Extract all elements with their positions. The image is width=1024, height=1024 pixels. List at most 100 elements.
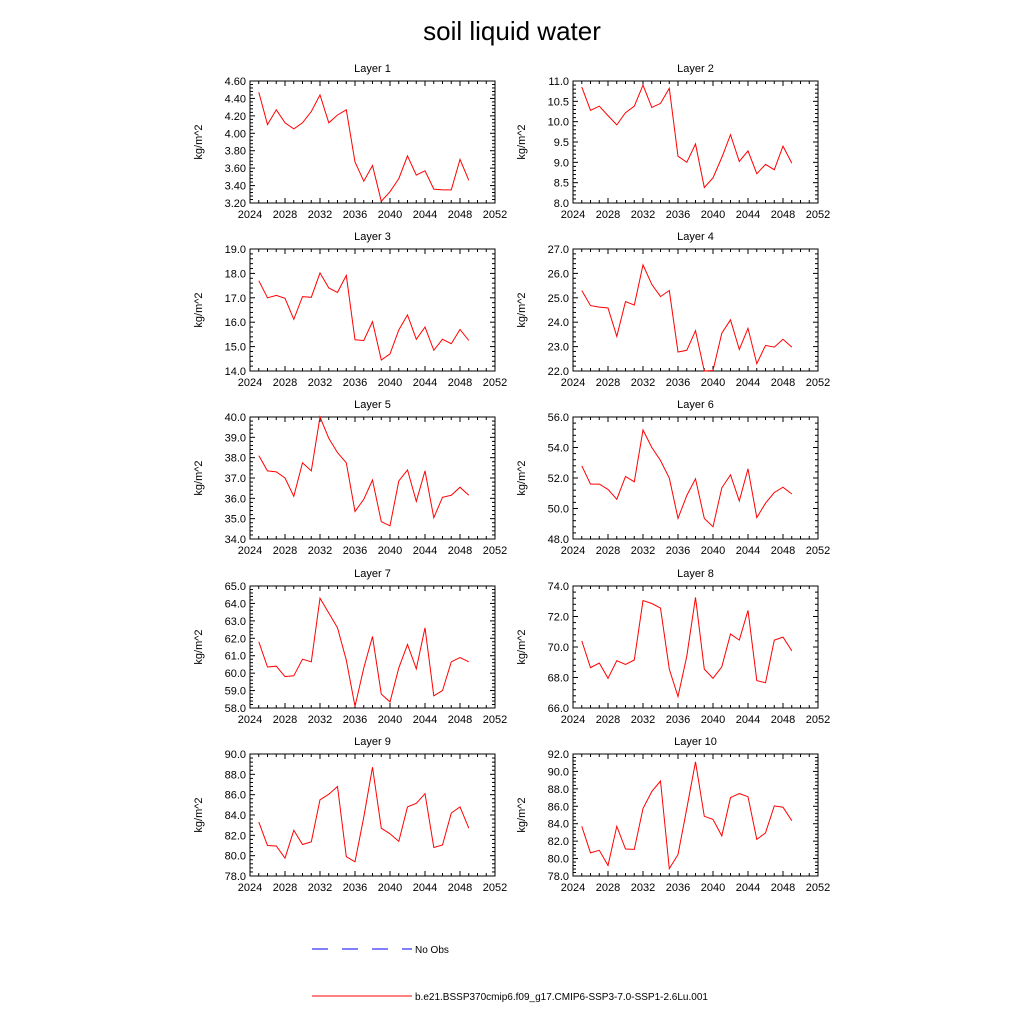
x-tick-label: 2036 (343, 545, 367, 557)
y-tick-label: 4.00 (225, 128, 246, 140)
x-tick-label: 2048 (771, 209, 795, 221)
x-tick-label: 2024 (561, 209, 585, 221)
panel-6: Layer 6 2024 2028 2032 2036 2040 2044 2048 2052 4… (516, 399, 830, 557)
y-tick-label: 80.0 (225, 851, 246, 863)
x-tick-label: 2036 (666, 545, 690, 557)
y-tick-label: 8.0 (554, 198, 569, 210)
series-line (258, 271, 470, 361)
y-tick-label: 39.0 (225, 432, 246, 444)
x-tick-label: 2044 (736, 377, 760, 389)
x-tick-label: 2024 (238, 714, 262, 726)
x-tick-label: 2044 (736, 714, 760, 726)
panels: Layer 1 2024 2028 2032 2036 2040 2044 2048 2052 3… (193, 63, 830, 894)
x-tick-label: 2028 (273, 714, 297, 726)
x-tick-label: 2052 (483, 209, 507, 221)
x-tick-label: 2028 (596, 882, 620, 894)
y-tick-label: 70.0 (548, 642, 569, 654)
x-tick-label: 2044 (413, 714, 437, 726)
y-tick-label: 56.0 (548, 412, 569, 424)
y-tick-label: 50.0 (548, 504, 569, 516)
y-tick-label: 37.0 (225, 473, 246, 485)
x-tick-label: 2024 (561, 545, 585, 557)
x-tick-label: 2024 (561, 882, 585, 894)
y-tick-label: 4.20 (225, 111, 246, 123)
x-tick-label: 2024 (238, 377, 262, 389)
x-tick-label: 2044 (736, 209, 760, 221)
y-tick-label: 3.80 (225, 146, 246, 158)
y-tick-label: 18.0 (225, 268, 246, 280)
panel-4: Layer 4 2024 2028 2032 2036 2040 2044 2048 2052 2… (516, 231, 830, 389)
y-tick-label: 86.0 (548, 801, 569, 813)
panel-title: Layer 8 (677, 568, 714, 580)
legend: No Obs b.e21.BSSP370cmip6.f09_g17.CMIP6-… (312, 945, 708, 1003)
y-tick-label: 3.40 (225, 181, 246, 193)
y-axis-label: kg/m^2 (516, 124, 528, 159)
y-tick-label: 80.0 (548, 854, 569, 866)
x-tick-label: 2024 (238, 545, 262, 557)
y-axis-label: kg/m^2 (193, 629, 205, 664)
y-tick-label: 8.5 (554, 178, 569, 190)
x-tick-label: 2028 (596, 209, 620, 221)
x-tick-label: 2028 (273, 209, 297, 221)
x-tick-label: 2048 (448, 714, 472, 726)
x-tick-label: 2048 (448, 882, 472, 894)
y-axis-label: kg/m^2 (516, 629, 528, 664)
y-axis-label: kg/m^2 (193, 797, 205, 832)
y-tick-label: 25.0 (548, 293, 569, 305)
series-line (258, 92, 470, 203)
y-tick-label: 14.0 (225, 366, 246, 378)
y-tick-label: 78.0 (548, 871, 569, 883)
x-tick-label: 2040 (701, 882, 725, 894)
x-tick-label: 2048 (448, 377, 472, 389)
series-line (581, 428, 793, 528)
x-tick-label: 2036 (343, 209, 367, 221)
x-tick-label: 2052 (806, 714, 830, 726)
series-line (581, 263, 793, 372)
x-tick-label: 2040 (701, 545, 725, 557)
y-tick-label: 15.0 (225, 342, 246, 354)
x-tick-label: 2048 (448, 545, 472, 557)
y-tick-label: 27.0 (548, 244, 569, 256)
y-tick-label: 82.0 (548, 836, 569, 848)
x-tick-label: 2048 (771, 377, 795, 389)
x-tick-label: 2032 (308, 209, 332, 221)
x-tick-label: 2036 (343, 714, 367, 726)
panel-title: Layer 2 (677, 63, 714, 75)
x-tick-label: 2028 (596, 377, 620, 389)
y-tick-label: 36.0 (225, 493, 246, 505)
y-tick-label: 84.0 (548, 819, 569, 831)
x-tick-label: 2040 (701, 377, 725, 389)
x-tick-label: 2036 (666, 209, 690, 221)
x-tick-label: 2048 (771, 714, 795, 726)
y-tick-label: 4.60 (225, 76, 246, 88)
x-tick-label: 2044 (413, 545, 437, 557)
panel-8: Layer 8 2024 2028 2032 2036 2040 2044 2048 2052 6… (516, 568, 830, 726)
panel-10: Layer 10 2024 2028 2032 2036 2040 2044 2048 2052… (516, 736, 830, 894)
y-tick-label: 52.0 (548, 473, 569, 485)
x-tick-label: 2052 (483, 882, 507, 894)
x-tick-label: 2044 (736, 882, 760, 894)
x-tick-label: 2024 (238, 209, 262, 221)
x-tick-label: 2032 (631, 377, 655, 389)
series-line (581, 597, 793, 699)
x-tick-label: 2028 (273, 882, 297, 894)
x-tick-label: 2052 (806, 377, 830, 389)
y-tick-label: 3.60 (225, 163, 246, 175)
y-tick-label: 63.0 (225, 616, 246, 628)
plot-frame (249, 753, 496, 877)
y-tick-label: 64.0 (225, 598, 246, 610)
x-tick-label: 2032 (308, 714, 332, 726)
x-tick-label: 2052 (806, 882, 830, 894)
x-tick-label: 2044 (413, 377, 437, 389)
legend-obs-label: No Obs (415, 945, 449, 956)
plot-frame (572, 80, 819, 204)
panel-3: Layer 3 2024 2028 2032 2036 2040 2044 2048 2052 1… (193, 231, 507, 389)
series-line (581, 761, 793, 871)
y-tick-label: 88.0 (548, 784, 569, 796)
y-tick-label: 16.0 (225, 317, 246, 329)
y-tick-label: 38.0 (225, 453, 246, 465)
x-tick-label: 2040 (378, 377, 402, 389)
y-tick-label: 34.0 (225, 534, 246, 546)
x-tick-label: 2052 (806, 545, 830, 557)
